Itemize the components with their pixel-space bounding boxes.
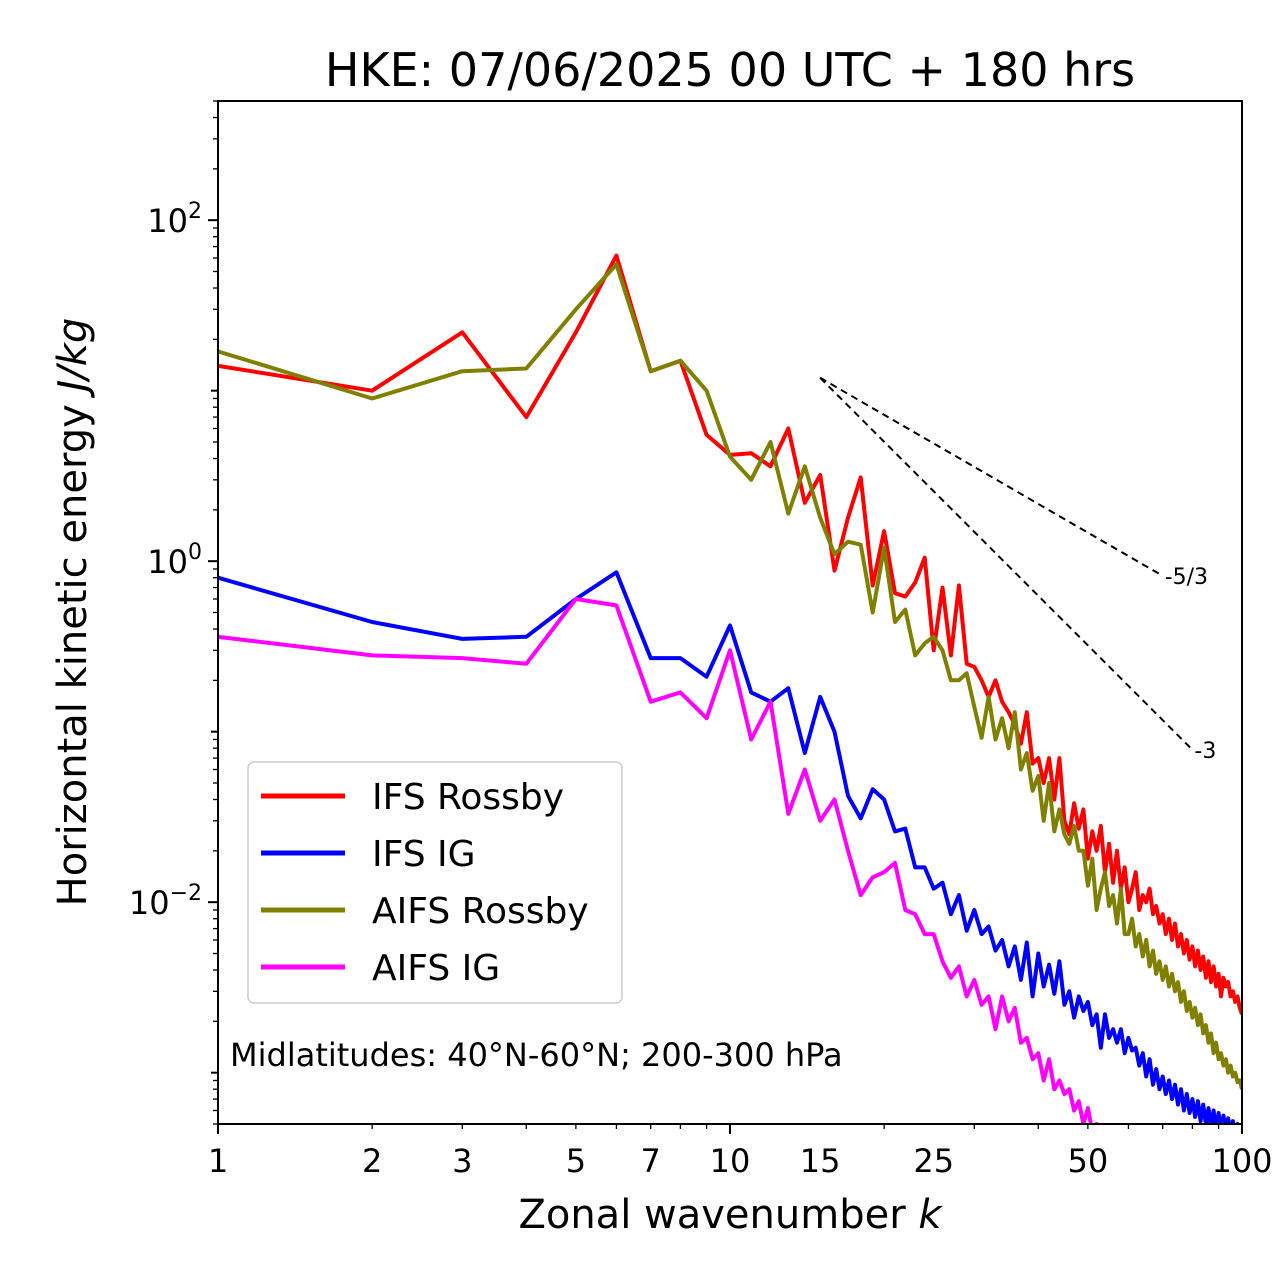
y-axis-label: Horizontal kinetic energy J/kg <box>50 318 96 907</box>
reference-line-0 <box>819 376 1164 577</box>
x-tick-label: 3 <box>452 1142 472 1180</box>
x-tick-label: 1 <box>208 1142 228 1180</box>
series-line-1 <box>218 570 1240 1124</box>
reference-lines: -5/3 -3 <box>819 376 1216 764</box>
y-tick-label: 100 <box>147 540 202 581</box>
series-layer <box>218 253 1242 1124</box>
series-line-3 <box>218 597 1099 1124</box>
x-tick-label: 10 <box>710 1142 751 1180</box>
x-axis-label: Zonal wavenumber k <box>518 1192 943 1238</box>
y-tick-label: 10−2 <box>129 881 202 922</box>
x-tick-label: 25 <box>913 1142 954 1180</box>
chart-title: HKE: 07/06/2025 00 UTC + 180 hrs <box>325 43 1135 97</box>
legend-label-1: IFS IG <box>372 834 476 875</box>
x-tick-label: 50 <box>1068 1142 1109 1180</box>
legend-box <box>247 761 623 1004</box>
legend-label-0: IFS Rossby <box>372 777 564 818</box>
region-annotation: Midlatitudes: 40°N-60°N; 200-300 hPa <box>230 1036 843 1074</box>
reference-line-label: -3 <box>1194 739 1216 764</box>
series-line-2 <box>218 262 1242 1090</box>
reference-line-1 <box>819 377 1194 751</box>
x-tick-label: 7 <box>641 1142 661 1180</box>
legend-label-2: AIFS Rossby <box>372 891 589 932</box>
legend-label-3: AIFS IG <box>372 948 500 989</box>
series-line-0 <box>218 253 1242 1015</box>
legend: IFS Rossby IFS IG AIFS Rossby AIFS IG <box>247 761 623 1004</box>
x-tick-label: 2 <box>362 1142 382 1180</box>
x-tick-label: 100 <box>1211 1142 1272 1180</box>
x-tick-labels: 1 2 3 5 7 10 15 25 50 100 <box>208 1142 1273 1180</box>
reference-line-label: -5/3 <box>1165 565 1208 590</box>
y-tick-labels: 102 100 10−2 <box>129 199 202 922</box>
x-tick-label: 15 <box>800 1142 841 1180</box>
plot-frame <box>217 100 1243 1125</box>
x-tick-label: 5 <box>566 1142 586 1180</box>
y-tick-label: 102 <box>147 199 202 240</box>
